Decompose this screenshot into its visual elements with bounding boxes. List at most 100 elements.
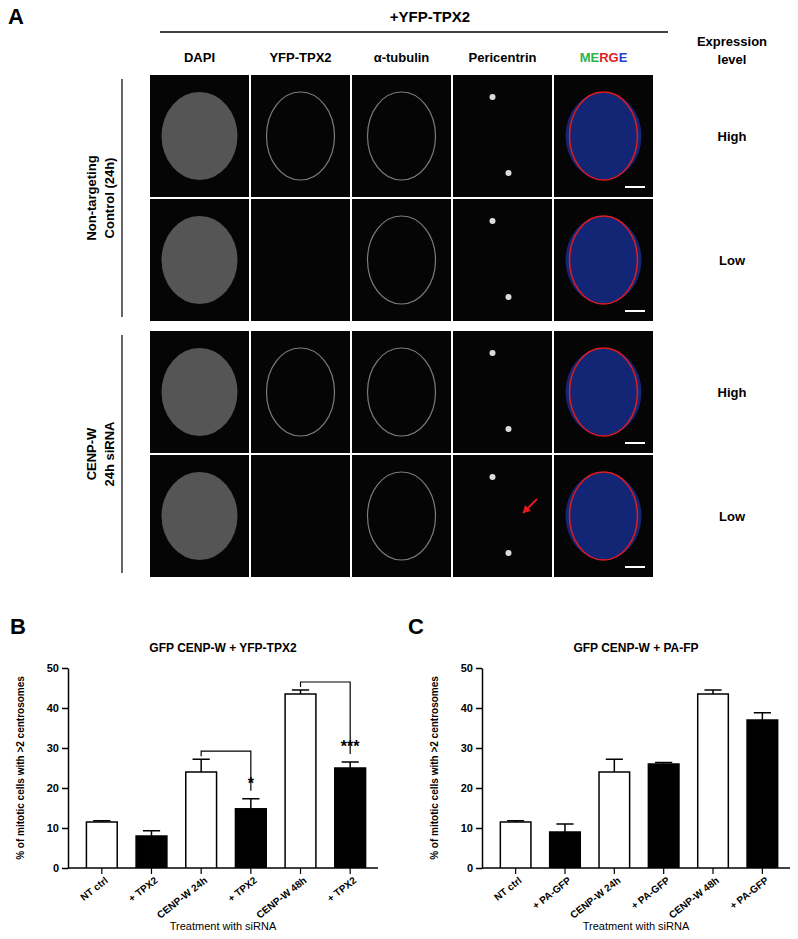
micrograph: [554, 331, 653, 453]
y-axis-title: % of mitotic cells with >2 centrosomes: [15, 676, 26, 860]
significance-label: ***: [341, 738, 360, 755]
bar: [86, 822, 117, 868]
y-tick-label: 10: [461, 822, 473, 834]
panel-label: B: [10, 614, 26, 639]
error-bar: [143, 831, 160, 836]
x-tick: CENP-W 24h: [568, 868, 622, 921]
y-axis: 01020304050: [47, 662, 69, 874]
x-tick: CENP-W 48h: [667, 868, 721, 921]
y-tick-label: 0: [53, 862, 59, 874]
micrograph: [352, 455, 451, 577]
group-rule: [121, 335, 122, 573]
centrosome: [490, 350, 496, 356]
group-label: Non-targetingControl (24h): [84, 155, 117, 240]
panel-label: C: [408, 614, 424, 639]
x-axis-title: Treatment with siRNA: [170, 920, 277, 932]
bar: [550, 832, 581, 868]
centrosome: [506, 550, 512, 556]
micrograph: [554, 75, 653, 197]
y-tick-mark: [476, 668, 482, 670]
micrograph: [150, 455, 249, 577]
figure: A+YFP-TPX2DAPIYFP-TPX2α-tubulinPericentr…: [0, 0, 798, 939]
merge-dna: [566, 216, 642, 304]
scale-bar: [625, 186, 645, 188]
marks: [86, 690, 365, 868]
scale-bar: [625, 442, 645, 444]
y-tick-mark: [62, 748, 68, 750]
x-tick-mark: [201, 868, 202, 874]
y-tick-label: 30: [47, 742, 59, 754]
chart: B GFP CENP-W + YFP-TPX2 % of mitotic cells…: [10, 614, 378, 932]
x-tick: + PA-GFP: [629, 868, 672, 911]
bar: [648, 764, 679, 868]
title-rule: [160, 31, 668, 33]
panel-label: A: [8, 4, 24, 29]
row-label: Low: [719, 509, 746, 524]
micrograph: [251, 331, 350, 453]
spindle: [368, 216, 436, 304]
bar: [285, 694, 316, 868]
x-tick-label: CENP-W 24h: [568, 875, 622, 921]
centrosome: [506, 426, 512, 432]
error-bar: [93, 821, 110, 822]
x-tick-label: + TPX2: [325, 874, 359, 904]
x-tick: + TPX2: [226, 868, 260, 904]
marks: [500, 690, 777, 868]
bar: [747, 720, 778, 868]
error-bar: [242, 799, 259, 809]
x-tick: CENP-W 48h: [254, 868, 308, 921]
centrosome: [506, 294, 512, 300]
merge-tubulin: [570, 216, 638, 304]
chart-title: GFP CENP-W + PA-FP: [573, 641, 698, 655]
y-axis-title: % of mitotic cells with >2 centrosomes: [429, 676, 440, 860]
significance-label: *: [248, 775, 255, 792]
x-tick-mark: [250, 868, 251, 874]
error-bar: [704, 690, 721, 694]
merge-tubulin: [570, 92, 638, 180]
x-tick-label: + PA-GFP: [530, 874, 573, 911]
micrograph: [251, 455, 350, 577]
error-bar: [507, 821, 524, 822]
micrograph: [150, 75, 249, 197]
y-tick-label: 20: [47, 782, 59, 794]
y-tick-label: 20: [461, 782, 473, 794]
y-tick-label: 30: [461, 742, 473, 754]
panel-title: +YFP-TPX2: [390, 8, 470, 25]
y-tick: 20: [461, 782, 482, 794]
y-tick-label: 0: [467, 862, 473, 874]
micrograph: [150, 331, 249, 453]
chromatin: [162, 348, 238, 436]
y-tick-mark: [476, 868, 482, 870]
spindle: [368, 92, 436, 180]
y-tick-mark: [476, 828, 482, 830]
y-tick-label: 50: [461, 662, 473, 674]
y-tick-mark: [476, 748, 482, 750]
y-tick-mark: [62, 868, 68, 870]
merge-tubulin: [570, 472, 638, 560]
merge-tubulin: [570, 348, 638, 436]
error-bar: [655, 762, 672, 764]
x-tick-mark: [712, 868, 713, 874]
micrograph: [251, 199, 350, 321]
x-tick-label: NT ctrl: [78, 874, 110, 902]
column-header: DAPI: [184, 50, 215, 65]
column-header: YFP-TPX2: [269, 50, 331, 65]
x-tick: NT ctrl: [78, 868, 110, 903]
x-tick: + TPX2: [325, 868, 359, 904]
scale-bar: [625, 566, 645, 568]
x-tick-mark: [564, 868, 565, 874]
micrograph: [251, 75, 350, 197]
error-bar: [193, 759, 210, 772]
chart-title: GFP CENP-W + YFP-TPX2: [149, 641, 297, 655]
x-tick-mark: [614, 868, 615, 874]
error-bar: [292, 690, 309, 694]
y-tick-mark: [62, 828, 68, 830]
y-tick-mark: [62, 668, 68, 670]
chart: C GFP CENP-W + PA-FP % of mitotic cells wi…: [408, 614, 790, 932]
bar: [698, 694, 729, 868]
row-label: Low: [719, 253, 746, 268]
bar: [500, 822, 531, 868]
micrograph: [453, 199, 552, 321]
y-tick-mark: [62, 788, 68, 790]
y-axis-line: [482, 669, 484, 869]
